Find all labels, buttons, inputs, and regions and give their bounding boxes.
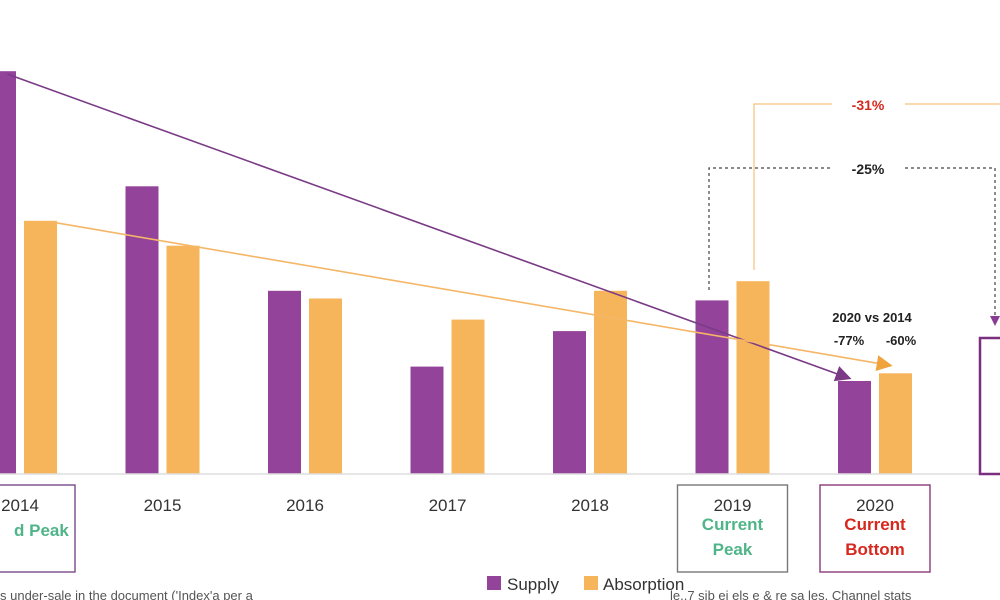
supply-change-label: -25%: [852, 161, 885, 177]
legend: Supply Absorption: [487, 575, 684, 594]
category-tag-text-2020-1: Bottom: [845, 540, 904, 559]
category-tag-box-2019: [676, 484, 789, 573]
category-tags-layer: d Peak Current Peak Current Bottom: [0, 484, 931, 573]
absorption-trend-line: [50, 221, 893, 372]
category-tag-text-2014-0: d Peak: [14, 521, 69, 540]
bar-supply-2019: [695, 300, 729, 474]
category-tag-text-2019-0: Current: [702, 515, 764, 534]
bar-supply-2020: [838, 381, 871, 474]
footer-right-text: le..7 sib ei els e & re sa les. Channel …: [670, 588, 912, 600]
bar-absorption-2017: [451, 319, 485, 474]
x-tick-2016: 2016: [286, 496, 324, 515]
x-tick-2019: 2019: [714, 496, 752, 515]
x-tick-2018: 2018: [571, 496, 609, 515]
bar-absorption-2016: [309, 298, 342, 474]
bar-supply-2015: [125, 186, 159, 475]
supply-vs-2014-label: -77%: [834, 333, 865, 348]
absorption-change-label: -31%: [852, 97, 885, 113]
category-tag-text-2019-1: Peak: [713, 540, 753, 559]
bar-supply-2018: [553, 331, 586, 474]
absorption-vs-2014-label: -60%: [886, 333, 917, 348]
category-tag-text-2020-0: Current: [844, 515, 906, 534]
supply-trend-line: [7, 73, 852, 382]
legend-label-supply: Supply: [507, 575, 559, 594]
category-tag-box-2020: [819, 484, 931, 573]
bar-absorption-2020: [879, 373, 912, 474]
x-tick-2014: 2014: [1, 496, 39, 515]
bar-absorption-2019: [736, 281, 770, 474]
bar-supply-2016: [268, 290, 301, 474]
x-tick-2017: 2017: [429, 496, 467, 515]
next-year-box: [978, 336, 1000, 476]
legend-label-absorption: Absorption: [603, 575, 684, 594]
trend-lines-layer: [7, 73, 893, 382]
legend-swatch-absorption: [584, 576, 598, 590]
bar-absorption-2015: [166, 245, 200, 474]
x-tick-2020: 2020: [856, 496, 894, 515]
x-ticks-layer: 201420152016201720182019202020: [1, 496, 894, 515]
bar-absorption-2014: [24, 220, 57, 474]
comparison-title: 2020 vs 2014: [832, 310, 912, 325]
legend-swatch-supply: [487, 576, 501, 590]
absorption-change-bracket: -31%: [753, 97, 1000, 270]
x-tick-2015: 2015: [144, 496, 182, 515]
bars-layer: [0, 71, 912, 475]
bar-supply-2017: [410, 366, 444, 474]
category-tag-box-2014: [0, 484, 76, 573]
bar-absorption-2018: [594, 290, 627, 474]
bar-supply-2014: [0, 71, 16, 474]
footer-left-text: s under-sale in the document ('Index'a p…: [0, 588, 254, 600]
supply-change-bracket: -25%: [708, 161, 1000, 326]
